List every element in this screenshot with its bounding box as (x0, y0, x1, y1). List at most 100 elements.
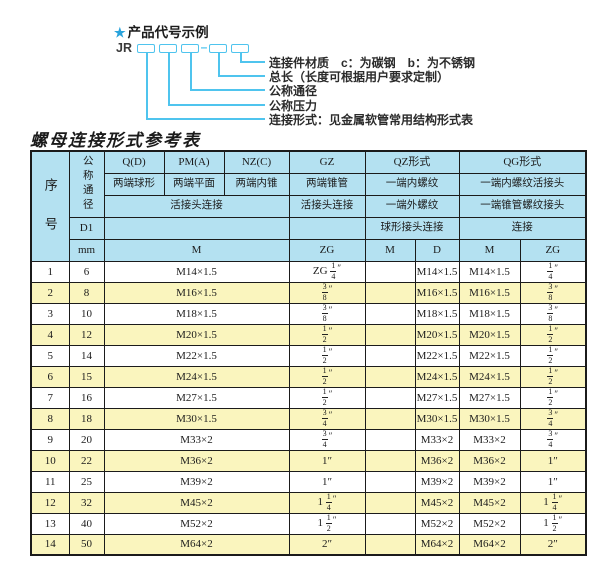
gz-zg-cell: 1″ (288, 449, 366, 472)
qz-d-cell: M64×2 (414, 533, 460, 556)
m-thread-cell: M27×1.5 (103, 386, 290, 409)
header-row-1: 序号 公称通径 Q(D) PM(A) NZ(C) GZ QZ形式 QG形式 (30, 150, 587, 262)
connector-line (218, 53, 220, 75)
connector-line (218, 75, 265, 77)
product-code-box (181, 44, 199, 53)
dn-cell: 16 (68, 386, 105, 409)
header-qz-row3: 一端外螺纹 (364, 194, 460, 218)
connector-line (240, 61, 265, 63)
table-row: 5 14 M22×1.5 1 2 ″ M22×1.5 M22×1.5 1 2 ″ (30, 344, 587, 367)
m-thread-cell: M30×1.5 (103, 407, 290, 430)
gz-zg-cell: 1″ (288, 470, 366, 493)
connector-line (146, 53, 148, 118)
qg-zg-cell: 3 8 ″ (519, 281, 587, 304)
seq-cell: 12 (30, 491, 70, 514)
qg-m-cell: M33×2 (458, 428, 521, 451)
seq-cell: 10 (30, 449, 70, 472)
seq-cell: 13 (30, 512, 70, 535)
gz-zg-cell: 1 2 ″ (288, 386, 366, 409)
qg-m-cell: M18×1.5 (458, 302, 521, 325)
dn-cell: 18 (68, 407, 105, 430)
qg-m-cell: M36×2 (458, 449, 521, 472)
header-code-gz: GZ (288, 150, 366, 174)
dn-cell: 25 (68, 470, 105, 493)
header-row-2: 两端球形 两端平面 两端内锥 两端锥管 一端内螺纹 一端内螺纹活接头 (31, 172, 587, 196)
product-code-box (209, 44, 227, 53)
header-seq: 序号 (30, 150, 70, 262)
header-code-pm: PM(A) (163, 150, 225, 174)
qg-zg-cell: 1 2 ″ (519, 386, 587, 409)
dn-cell: 22 (68, 449, 105, 472)
qg-zg-cell: 1 2 ″ (519, 344, 587, 367)
dn-cell: 10 (68, 302, 105, 325)
qg-m-cell: M30×1.5 (458, 407, 521, 430)
qg-m-cell: M45×2 (458, 491, 521, 514)
seq-cell: 1 (30, 260, 70, 283)
header-qz-row2: 一端内螺纹 (364, 172, 460, 196)
gz-zg-cell: 1 2 ″ (288, 344, 366, 367)
dn-cell: 40 (68, 512, 105, 535)
qg-m-cell: M20×1.5 (458, 323, 521, 346)
connector-line (190, 89, 265, 91)
seq-cell: 7 (30, 386, 70, 409)
seq-cell: 11 (30, 470, 70, 493)
qg-zg-cell: 1 2 ″ (519, 323, 587, 346)
header-ends-q: 两端球形 (103, 172, 165, 196)
table-row: 14 50 M64×2 2″ M64×2 M64×2 2″ (30, 533, 587, 556)
header-row-3: 活接头连接 活接头连接 一端外螺纹 一端锥管螺纹接头 (31, 194, 587, 218)
qg-zg-cell: 1 2 ″ (519, 365, 587, 388)
dn-cell: 32 (68, 491, 105, 514)
qz-d-cell: M36×2 (414, 449, 460, 472)
qz-d-cell: M27×1.5 (414, 386, 460, 409)
qz-d-cell: M33×2 (414, 428, 460, 451)
table-title: 螺母连接形式参考表 (30, 131, 201, 151)
qg-m-cell: M24×1.5 (458, 365, 521, 388)
gz-zg-cell: 2″ (288, 533, 366, 556)
table-row: 9 20 M33×2 3 4 ″ M33×2 M33×2 3 4 ″ (30, 428, 587, 451)
gz-zg-cell: ZG 1 4 ″ (288, 260, 366, 283)
m-thread-cell: M14×1.5 (103, 260, 290, 283)
m-thread-cell: M33×2 (103, 428, 290, 451)
qz-d-cell: M30×1.5 (414, 407, 460, 430)
gz-zg-cell: 1 1 2 ″ (288, 512, 366, 535)
header-qg-row4: 连接 (458, 216, 587, 240)
header-m: M (103, 238, 290, 262)
header-mm: mm (68, 238, 105, 262)
nut-connection-table: 序号 公称通径 Q(D) PM(A) NZ(C) GZ QZ形式 QG形式 两端… (30, 150, 588, 556)
header-d1: D1 (68, 216, 105, 240)
qg-zg-cell: 1 1 2 ″ (519, 512, 587, 535)
m-thread-cell: M45×2 (103, 491, 290, 514)
gz-zg-cell: 1 2 ″ (288, 323, 366, 346)
table-row: 8 18 M30×1.5 3 4 ″ M30×1.5 M30×1.5 3 4 ″ (30, 407, 587, 430)
qz-m-cell (364, 512, 416, 535)
qg-zg-cell: 1″ (519, 449, 587, 472)
header-empty (288, 216, 366, 240)
header-row-4: D1 球形接头连接 连接 (31, 216, 587, 240)
connector-line (168, 104, 265, 106)
header-empty (103, 216, 290, 240)
product-code-prefix: JR (116, 41, 132, 55)
seq-cell: 2 (30, 281, 70, 304)
header-code-qg: QG形式 (458, 150, 587, 174)
header-qg-row2: 一端内螺纹活接头 (458, 172, 587, 196)
seq-cell: 8 (30, 407, 70, 430)
table-row: 12 32 M45×2 1 1 4 ″ M45×2 M45×2 1 1 4 ″ (30, 491, 587, 514)
qz-m-cell (364, 449, 416, 472)
code-part-label: 连接件材质 c：为碳钢 b：为不锈钢 (269, 56, 476, 70)
qg-m-cell: M14×1.5 (458, 260, 521, 283)
connector-line (146, 118, 265, 120)
table-row: 13 40 M52×2 1 1 2 ″ M52×2 M52×2 1 1 2 ″ (30, 512, 587, 535)
diagram-title-text: 产品代号示例 (127, 25, 209, 40)
code-part-label: 总长（长度可根据用户要求定制） (269, 70, 450, 84)
m-thread-cell: M39×2 (103, 470, 290, 493)
qz-m-cell (364, 344, 416, 367)
product-code-box (231, 44, 249, 53)
header-code-qz: QZ形式 (364, 150, 460, 174)
header-qz-d: D (414, 238, 460, 262)
table-row: 2 8 M16×1.5 3 8 ″ M16×1.5 M16×1.5 3 8 ″ (30, 281, 587, 304)
qz-m-cell (364, 491, 416, 514)
connector-line (190, 53, 192, 89)
header-qg-row3: 一端锥管螺纹接头 (458, 194, 587, 218)
qz-m-cell (364, 323, 416, 346)
header-code-nz: NZ(C) (223, 150, 290, 174)
